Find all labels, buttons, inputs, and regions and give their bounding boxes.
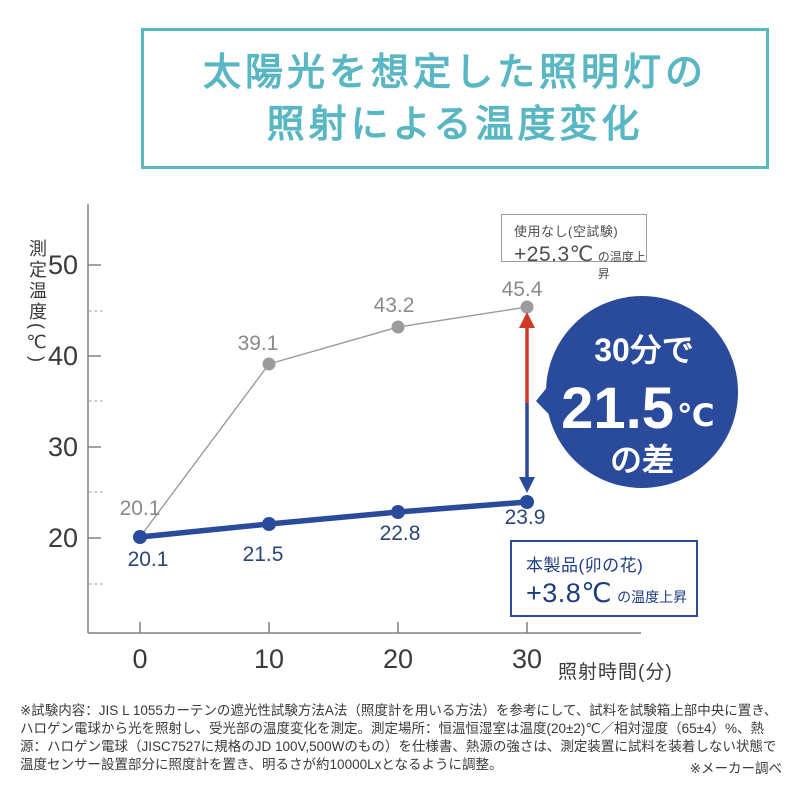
y-axis-minor-ticks xyxy=(89,310,104,585)
no-use-point-10min xyxy=(262,357,276,371)
product-point-30min xyxy=(520,495,534,509)
manufacturer-source-note: ※メーカー調べ xyxy=(681,760,782,778)
callout-line3: の差 xyxy=(610,442,674,478)
no-use-points xyxy=(262,300,534,371)
svg-text:20.1: 20.1 xyxy=(128,548,169,571)
diff-arrow-up-head xyxy=(519,312,535,328)
no-use-line xyxy=(139,306,528,538)
y-axis-major-ticks xyxy=(88,264,101,539)
no-use-annotation-suffix: の温度上昇 xyxy=(597,250,646,281)
x-tick-labels: 0 10 20 30 xyxy=(132,644,542,674)
chart-title-line2: 照射による温度変化 xyxy=(266,103,644,146)
svg-text:21.5: 21.5 xyxy=(243,543,284,566)
product-point-10min xyxy=(262,517,276,531)
no-use-annotation-label: 使用なし(空試験) xyxy=(514,224,619,239)
svg-text:43.2: 43.2 xyxy=(374,294,415,317)
x-tick-30: 30 xyxy=(512,644,542,674)
footer: ※試験内容：JIS L 1055カーテンの遮光性試験方法A法（照度計を用いる方法… xyxy=(20,702,782,782)
product-annotation-value: +3.8℃ xyxy=(526,578,613,608)
product-line xyxy=(137,499,530,540)
test-method-note: ※試験内容：JIS L 1055カーテンの遮光性試験方法A法（照度計を用いる方法… xyxy=(20,703,778,772)
no-use-point-20min xyxy=(391,320,405,334)
x-axis-ticks xyxy=(139,622,528,633)
svg-text:22.8: 22.8 xyxy=(380,522,421,545)
x-tick-10: 10 xyxy=(254,644,284,674)
y-tick-50: 50 xyxy=(48,250,78,280)
callout-unit: ℃ xyxy=(677,398,715,433)
callout-line1: 30分で xyxy=(594,332,694,368)
diff-arrow-down-head xyxy=(519,477,535,493)
svg-text:45.4: 45.4 xyxy=(502,278,543,301)
no-use-point-30min xyxy=(520,300,534,314)
y-tick-30: 30 xyxy=(48,432,78,462)
y-tick-labels: 50 40 30 20 xyxy=(48,250,78,553)
product-annotation-label: 本製品(卯の花) xyxy=(526,556,644,575)
product-annotation-suffix: の温度上昇 xyxy=(617,589,688,605)
product-annotation-box: 本製品(卯の花) +3.8℃ の温度上昇 xyxy=(510,540,698,617)
chart-title-box: 太陽光を想定した照明灯の 照射による温度変化 xyxy=(141,28,769,169)
y-axis-title: 測定温度(℃) xyxy=(27,239,47,365)
diff-arrow xyxy=(519,312,535,493)
callout-bubble: 30分で 21.5 ℃ の差 xyxy=(536,296,738,488)
svg-text:23.9: 23.9 xyxy=(505,506,546,529)
x-axis-title: 照射時間(分) xyxy=(558,662,673,683)
no-use-annotation-value: +25.3℃ xyxy=(514,243,594,266)
product-point-20min xyxy=(391,505,405,519)
x-tick-0: 0 xyxy=(132,644,147,674)
callout-circle xyxy=(546,296,738,488)
no-use-annotation-box: 使用なし(空試験) +25.3℃ の温度上昇 xyxy=(501,214,647,281)
no-use-point-labels: 20.1 39.1 43.2 45.4 xyxy=(120,278,543,520)
product-point-0min xyxy=(133,530,147,544)
product-point-labels: 20.1 21.5 22.8 23.9 xyxy=(128,506,546,571)
temperature-line-chart: 50 40 30 20 0 10 20 30 20.1 39.1 43.2 45… xyxy=(48,204,738,674)
svg-text:39.1: 39.1 xyxy=(238,332,279,355)
svg-text:20.1: 20.1 xyxy=(120,497,161,520)
product-points xyxy=(133,495,534,544)
callout-value: 21.5 xyxy=(561,376,674,441)
chart-title-line1: 太陽光を想定した照明灯の xyxy=(202,51,707,94)
x-tick-20: 20 xyxy=(383,644,413,674)
y-tick-40: 40 xyxy=(48,341,78,371)
y-tick-20: 20 xyxy=(48,523,78,553)
